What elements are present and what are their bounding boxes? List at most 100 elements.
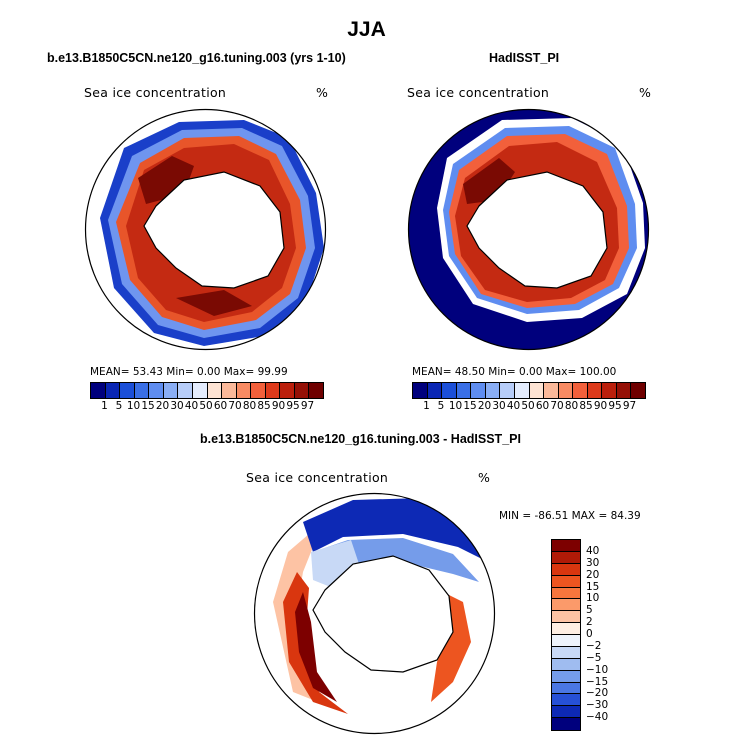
diff-colorbar-swatch xyxy=(552,658,580,671)
model-colorbar-swatch xyxy=(91,383,106,398)
diff-positive-east xyxy=(431,592,471,702)
diff-colorbar-tick-label: 40 xyxy=(586,544,600,557)
model-units-label: % xyxy=(316,85,329,100)
model-colorbar-tick-label: 60 xyxy=(213,400,228,412)
diff-colorbar-swatch xyxy=(552,706,580,719)
diff-colorbar-swatch xyxy=(552,587,580,600)
diff-colorbar xyxy=(551,539,581,731)
model-colorbar-tick-label: 95 xyxy=(286,400,300,412)
diff-colorbar-tick-label: −20 xyxy=(586,687,609,700)
obs-colorbar-tick-label: 10 xyxy=(448,400,463,412)
diff-colorbar-tick-label: −2 xyxy=(586,639,602,652)
model-ross-core xyxy=(176,290,252,316)
model-colorbar-swatch xyxy=(163,383,179,398)
obs-colorbar xyxy=(412,382,646,399)
diff-colorbar-swatch xyxy=(552,718,580,730)
obs-map xyxy=(407,108,650,351)
diff-colorbar-tick-label: 5 xyxy=(586,604,593,617)
model-colorbar-swatch xyxy=(251,383,266,398)
diff-positive-west-core xyxy=(295,592,337,702)
diff-colorbar-tick-label: −40 xyxy=(586,711,609,724)
diff-colorbar-tick-label: 30 xyxy=(586,556,600,569)
diff-colorbar-tick-label: −10 xyxy=(586,663,609,676)
model-colorbar-tick-label: 90 xyxy=(271,400,286,412)
obs-colorbar-tick-label: 95 xyxy=(608,400,622,412)
model-colorbar xyxy=(90,382,324,399)
diff-map xyxy=(253,492,496,735)
obs-colorbar-swatch xyxy=(587,383,603,398)
obs-colorbar-swatch xyxy=(514,383,530,398)
diff-colorbar-tick-label: 20 xyxy=(586,568,600,581)
model-colorbar-swatch xyxy=(105,383,121,398)
diff-colorbar-tick-label: 0 xyxy=(586,628,593,640)
model-map xyxy=(84,108,327,351)
obs-units-label: % xyxy=(639,85,652,100)
obs-colorbar-tick-label: 15 xyxy=(463,400,477,412)
diff-colorbar-tick-label: −15 xyxy=(586,675,609,688)
model-colorbar-tick-label: 1 xyxy=(101,400,108,412)
model-colorbar-tick-label: 85 xyxy=(257,400,271,412)
diff-colorbar-swatch xyxy=(552,646,580,659)
diff-units-label: % xyxy=(478,470,491,485)
diff-colorbar-swatch xyxy=(552,563,580,576)
diff-colorbar-tick-label: 2 xyxy=(586,616,593,629)
model-colorbar-tick-label: 10 xyxy=(126,400,141,412)
model-colorbar-swatch xyxy=(222,383,237,398)
obs-colorbar-swatch xyxy=(456,383,472,398)
model-colorbar-swatch xyxy=(280,383,295,398)
obs-colorbar-swatch xyxy=(529,383,545,398)
model-panel-title: b.e13.B1850C5CN.ne120_g16.tuning.003 (yr… xyxy=(47,51,346,65)
model-colorbar-tick-label: 5 xyxy=(115,400,123,412)
obs-colorbar-swatch xyxy=(471,383,486,398)
obs-colorbar-tick-label: 90 xyxy=(593,400,608,412)
model-stats: MEAN= 53.43 Min= 0.00 Max= 99.99 xyxy=(90,366,288,378)
diff-colorbar-swatch xyxy=(552,575,580,588)
obs-colorbar-tick-label: 60 xyxy=(535,400,550,412)
model-colorbar-swatch xyxy=(192,383,208,398)
obs-variable-label: Sea ice concentration xyxy=(407,85,550,100)
obs-stats: MEAN= 48.50 Min= 0.00 Max= 100.00 xyxy=(412,366,617,378)
model-colorbar-swatch xyxy=(178,383,193,398)
diff-colorbar-swatch xyxy=(552,599,580,612)
diff-colorbar-swatch xyxy=(552,551,580,564)
model-colorbar-ticks: 1 5 10 15 20 30 40 50 60 70 80 85 90 95 97 xyxy=(90,400,322,414)
model-colorbar-swatch xyxy=(294,383,310,398)
model-colorbar-tick-label: 15 xyxy=(141,400,155,412)
obs-colorbar-swatch xyxy=(573,383,588,398)
obs-colorbar-tick-label: 85 xyxy=(579,400,593,412)
obs-colorbar-tick-label: 80 xyxy=(564,400,579,412)
model-colorbar-tick-label: 50 xyxy=(199,400,213,412)
obs-colorbar-tick-label: 70 xyxy=(550,400,564,412)
model-colorbar-tick-label: 30 xyxy=(170,400,184,412)
obs-colorbar-tick-label: 97 xyxy=(622,400,637,412)
obs-colorbar-tick-label: 5 xyxy=(437,400,445,412)
diff-colorbar-tick-label: 10 xyxy=(586,592,600,605)
model-antarctica xyxy=(143,171,285,289)
model-colorbar-swatch xyxy=(265,383,281,398)
model-colorbar-tick-label: 40 xyxy=(184,400,199,412)
obs-colorbar-ticks: 1 5 10 15 20 30 40 50 60 70 80 85 90 95 97 xyxy=(412,400,644,414)
obs-panel-title: HadISST_PI xyxy=(489,51,560,65)
obs-colorbar-tick-label: 40 xyxy=(506,400,521,412)
diff-colorbar-swatch xyxy=(552,540,580,552)
obs-colorbar-swatch xyxy=(442,383,457,398)
model-colorbar-tick-label: 97 xyxy=(300,400,315,412)
diff-panel-title: b.e13.B1850C5CN.ne120_g16.tuning.003 - H… xyxy=(200,432,521,446)
model-variable-label: Sea ice concentration xyxy=(84,85,227,100)
diff-colorbar-swatch xyxy=(552,611,580,624)
obs-weddell-core xyxy=(463,158,515,204)
obs-colorbar-swatch xyxy=(413,383,428,398)
model-colorbar-tick-label: 20 xyxy=(155,400,170,412)
obs-antarctica xyxy=(466,171,608,289)
model-colorbar-swatch xyxy=(134,383,150,398)
obs-colorbar-swatch xyxy=(485,383,501,398)
diff-variable-label: Sea ice concentration xyxy=(246,470,389,485)
diff-colorbar-tick-label: −30 xyxy=(586,699,609,712)
figure-title: JJA xyxy=(347,18,386,41)
model-colorbar-swatch xyxy=(120,383,135,398)
diff-colorbar-ticks: 40 30 20 15 10 5 2 0 −2 −5 −10 −15 −20 −30 −40 xyxy=(586,539,626,729)
obs-colorbar-swatch xyxy=(616,383,632,398)
model-colorbar-swatch xyxy=(309,383,323,398)
obs-colorbar-tick-label: 20 xyxy=(477,400,492,412)
obs-colorbar-tick-label: 30 xyxy=(492,400,506,412)
